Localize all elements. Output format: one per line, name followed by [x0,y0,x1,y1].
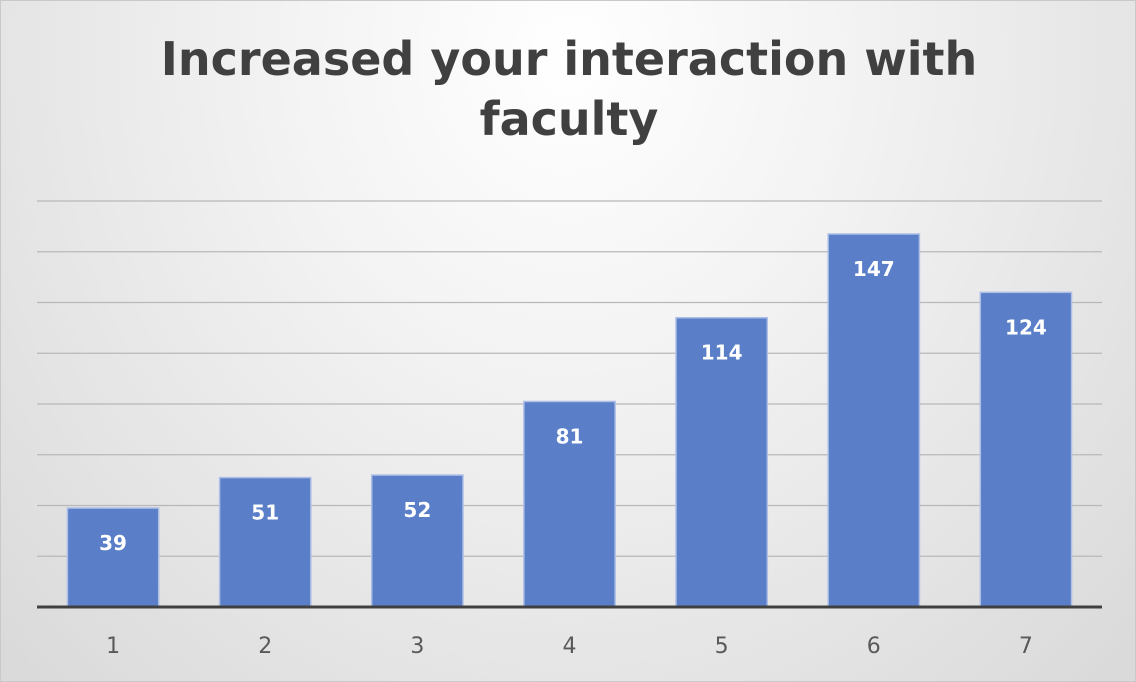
x-tick-label-2: 2 [258,634,272,659]
chart-title: Increased your interaction with faculty [1,29,1136,149]
x-tick-label-5: 5 [715,634,729,659]
data-label-4: 81 [556,424,584,448]
x-tick-label-7: 7 [1019,634,1033,659]
bar-5 [675,316,769,608]
x-tick-label-4: 4 [563,634,577,659]
bar-7 [979,291,1073,608]
chart-title-line-2: faculty [479,92,659,146]
x-tick-label-3: 3 [410,634,424,659]
bar-4 [523,400,616,608]
x-tick-label-1: 1 [106,634,120,659]
bars: 39 51 52 81 114 147 124 [66,233,1073,608]
data-label-2: 51 [251,501,279,525]
bar-1 [66,507,160,608]
bar-3 [370,474,464,608]
chart-title-line-1: Increased your interaction with [160,32,978,86]
x-axis: 1 2 3 4 5 6 7 [37,605,1102,659]
data-label-5: 114 [701,341,743,365]
data-label-6: 147 [853,257,895,281]
x-tick-label-6: 6 [867,634,881,659]
bar-6 [827,233,921,608]
data-label-7: 124 [1005,315,1047,339]
data-label-1: 39 [99,531,127,555]
bar-2 [218,476,312,608]
data-label-3: 52 [403,498,431,522]
